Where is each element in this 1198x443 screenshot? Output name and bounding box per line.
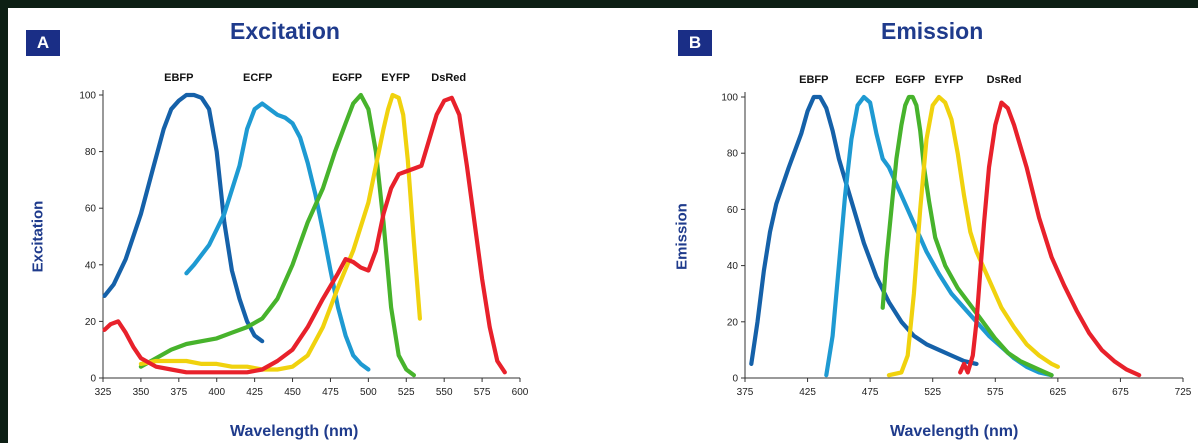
y-tick-label: 60 [85,204,97,215]
series-label-eyfp: EYFP [935,74,964,86]
y-tick-label: 60 [727,205,739,216]
x-tick-label: 575 [987,387,1004,398]
y-tick-label: 100 [721,93,738,104]
panel-badge-a: A [26,30,60,56]
series-label-dsred: DsRed [987,74,1022,86]
x-tick-label: 325 [95,387,112,398]
x-tick-label: 350 [133,387,150,398]
x-axis-label-excitation: Wavelength (nm) [230,423,359,440]
series-label-eyfp: EYFP [381,72,410,84]
y-tick-label: 0 [90,374,96,385]
series-line-ecfp [184,101,371,372]
series-line-eyfp [138,92,422,372]
series-label-ecfp: ECFP [243,72,272,84]
x-tick-label: 425 [799,387,816,398]
y-tick-label: 80 [727,149,739,160]
series-line-eyfp [886,94,1060,378]
panel-a: A Excitation Excitation Wavelength (nm) … [8,8,608,443]
chart-title-excitation: Excitation [230,18,340,44]
series-line-ebfp [749,94,979,366]
series-label-egfp: EGFP [332,72,362,84]
y-tick-label: 40 [85,260,97,271]
x-tick-label: 375 [737,387,754,398]
series-label-dsred: DsRed [431,72,466,84]
x-tick-label: 525 [924,387,941,398]
x-tick-label: 500 [360,387,377,398]
x-tick-label: 475 [322,387,339,398]
panel-badge-b: B [678,30,712,56]
x-tick-label: 600 [512,387,529,398]
x-tick-label: 375 [170,387,187,398]
series-label-ebfp: EBFP [164,72,193,84]
series-label-egfp: EGFP [895,74,925,86]
x-tick-label: 400 [208,387,225,398]
series-line-ebfp [102,92,265,344]
x-tick-label: 550 [436,387,453,398]
x-axis-label-emission: Wavelength (nm) [890,423,1019,440]
emission-plot: 0 20 40 60 80 100 375 425 475 525 575 625 675 725 EBFP… [721,74,1192,398]
x-tick-label: 575 [474,387,491,398]
series-label-ecfp: ECFP [855,74,884,86]
x-tick-label: 625 [1050,387,1067,398]
figure-frame: A Excitation Excitation Wavelength (nm) … [8,8,1198,443]
series-label-ebfp: EBFP [799,74,828,86]
y-tick-label: 0 [732,374,738,385]
x-tick-label: 525 [398,387,415,398]
series-line-dsred [102,95,507,375]
series-line-dsred [958,100,1142,378]
x-tick-label: 450 [284,387,301,398]
y-tick-label: 80 [85,147,97,158]
panel-b: B Emission Emission Wavelength (nm) 0 20 4… [638,8,1198,443]
x-tick-label: 675 [1112,387,1129,398]
x-tick-label: 475 [862,387,879,398]
x-tick-label: 425 [246,387,263,398]
excitation-plot: 0 20 40 60 80 100 325 350 375 400 425 450 475 500 525 5… [79,72,529,398]
chart-title-emission: Emission [881,18,984,44]
y-tick-label: 40 [727,261,739,272]
y-tick-label: 100 [79,91,96,102]
y-tick-label: 20 [727,317,739,328]
x-tick-label: 725 [1175,387,1192,398]
series-line-egfp [880,94,1054,378]
series-line-egfp [138,92,416,378]
y-tick-label: 20 [85,317,97,328]
